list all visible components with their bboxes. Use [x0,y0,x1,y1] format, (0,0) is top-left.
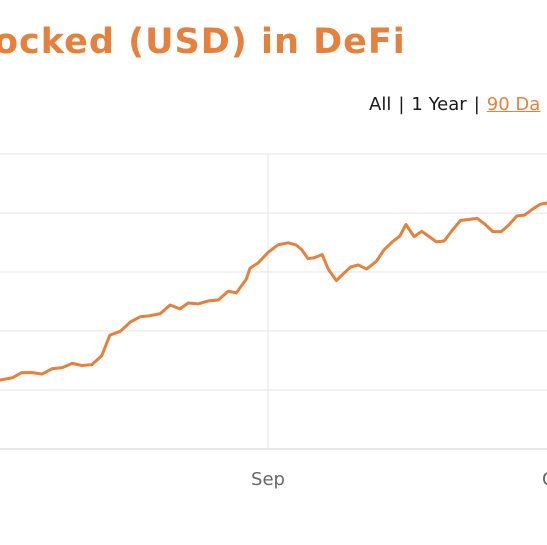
x-tick-label: O [542,469,547,490]
range-separator: | [473,94,480,115]
x-tick-label: Sep [251,469,285,490]
range-1-year-link[interactable]: 1 Year [411,94,467,115]
range-90-days-link[interactable]: 90 Da [486,94,541,115]
chart-gridlines [0,153,547,450]
x-axis-ticks: Sep O [251,469,547,490]
series-line [0,201,547,382]
chart-series-group [0,201,547,382]
chart-title: ocked (USD) in DeFi [0,22,406,62]
range-separator: | [398,94,405,115]
time-range-selector: All | 1 Year | 90 Da [369,94,540,115]
range-all-link[interactable]: All [369,94,392,115]
